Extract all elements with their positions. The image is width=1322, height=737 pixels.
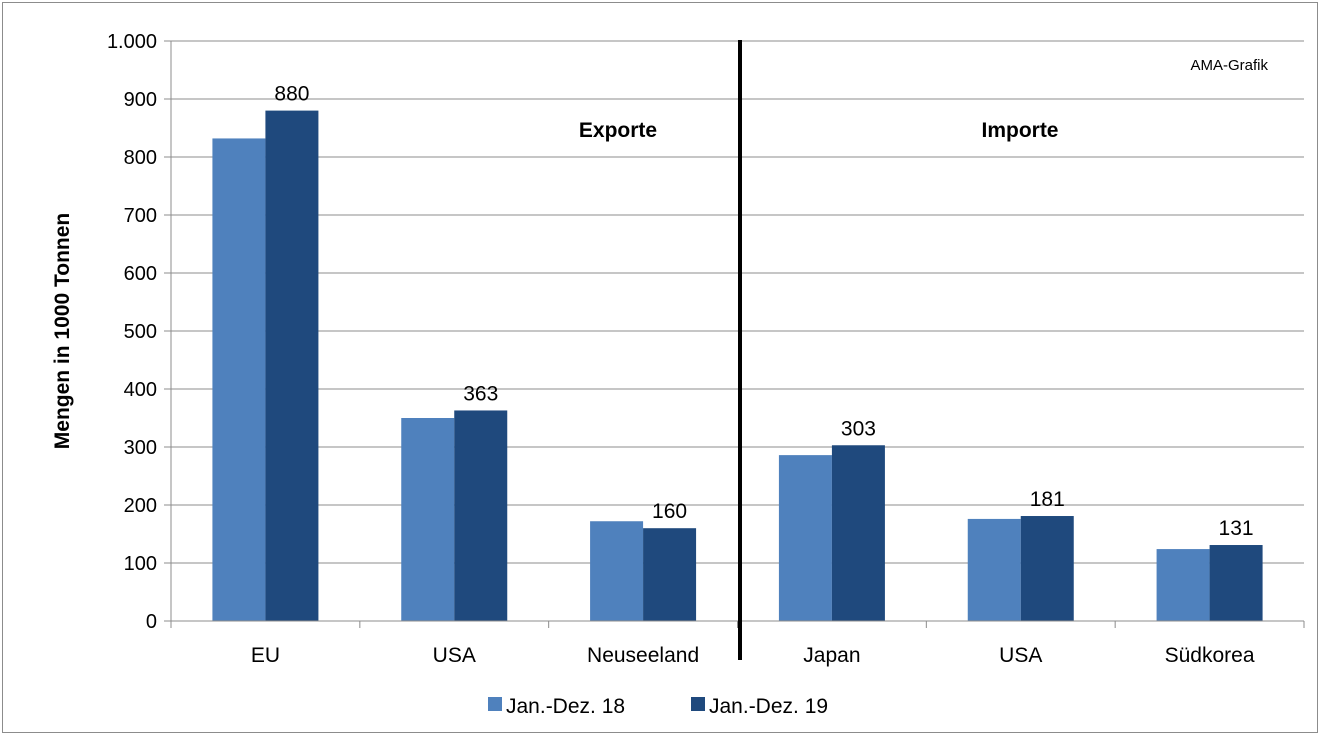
source-annotation: AMA-Grafik	[1190, 57, 1268, 74]
y-tick-label: 900	[124, 89, 157, 111]
y-tick-label: 200	[124, 495, 157, 517]
bar-2019	[831, 445, 885, 621]
y-tick-label: 500	[124, 321, 157, 343]
y-tick-label: 1.000	[107, 31, 157, 53]
legend-label-2018: Jan.-Dez. 18	[506, 695, 625, 718]
legend: Jan.-Dez. 18 Jan.-Dez. 19	[488, 695, 828, 718]
x-category-label: USA	[999, 644, 1042, 667]
bar-2019	[643, 528, 697, 621]
y-tick-label: 400	[124, 379, 157, 401]
section-label-importe: Importe	[981, 119, 1058, 142]
data-label: 181	[1030, 488, 1065, 511]
data-label: 131	[1219, 517, 1254, 540]
y-tick-label: 700	[124, 205, 157, 227]
y-tick-label: 800	[124, 147, 157, 169]
gridlines	[171, 40, 1304, 564]
bar-2018	[967, 518, 1021, 621]
bar-2018	[778, 455, 832, 621]
bar-2019	[454, 410, 508, 621]
bar-2018	[1156, 549, 1210, 621]
data-label: 880	[274, 83, 309, 106]
x-category-label: USA	[433, 644, 476, 667]
y-tick-label: 300	[124, 437, 157, 459]
y-tick-label: 100	[124, 553, 157, 575]
legend-swatch-2019	[691, 697, 705, 711]
bar-2018	[590, 521, 644, 621]
bar-2019	[1209, 545, 1263, 621]
data-labels: 880 363 160 303 181 131	[274, 83, 1253, 540]
bar-2019	[1020, 516, 1074, 621]
x-category-label: Neuseeland	[587, 644, 699, 667]
section-label-exporte: Exporte	[579, 119, 657, 142]
bars	[212, 110, 1263, 621]
bar-2019	[265, 110, 319, 621]
x-category-label: Südkorea	[1165, 644, 1255, 667]
y-tick-label: 600	[124, 263, 157, 285]
x-category-label: EU	[251, 644, 280, 667]
bar-2018	[212, 138, 266, 621]
y-tick-labels: 0 100 200 300 400 500 600 700 800 900 1.000	[107, 31, 157, 633]
data-label: 303	[841, 417, 876, 440]
axes	[164, 40, 1305, 628]
legend-label-2019: Jan.-Dez. 19	[709, 695, 828, 718]
legend-swatch-2018	[488, 697, 502, 711]
x-category-labels: EU USA Neuseeland Japan USA Südkorea	[251, 644, 1255, 667]
y-tick-label: 0	[146, 611, 157, 633]
data-label: 363	[463, 382, 498, 405]
data-label: 160	[652, 500, 687, 523]
y-axis-label: Mengen in 1000 Tonnen	[51, 213, 74, 449]
x-category-label: Japan	[803, 644, 860, 667]
bar-2018	[401, 418, 455, 621]
